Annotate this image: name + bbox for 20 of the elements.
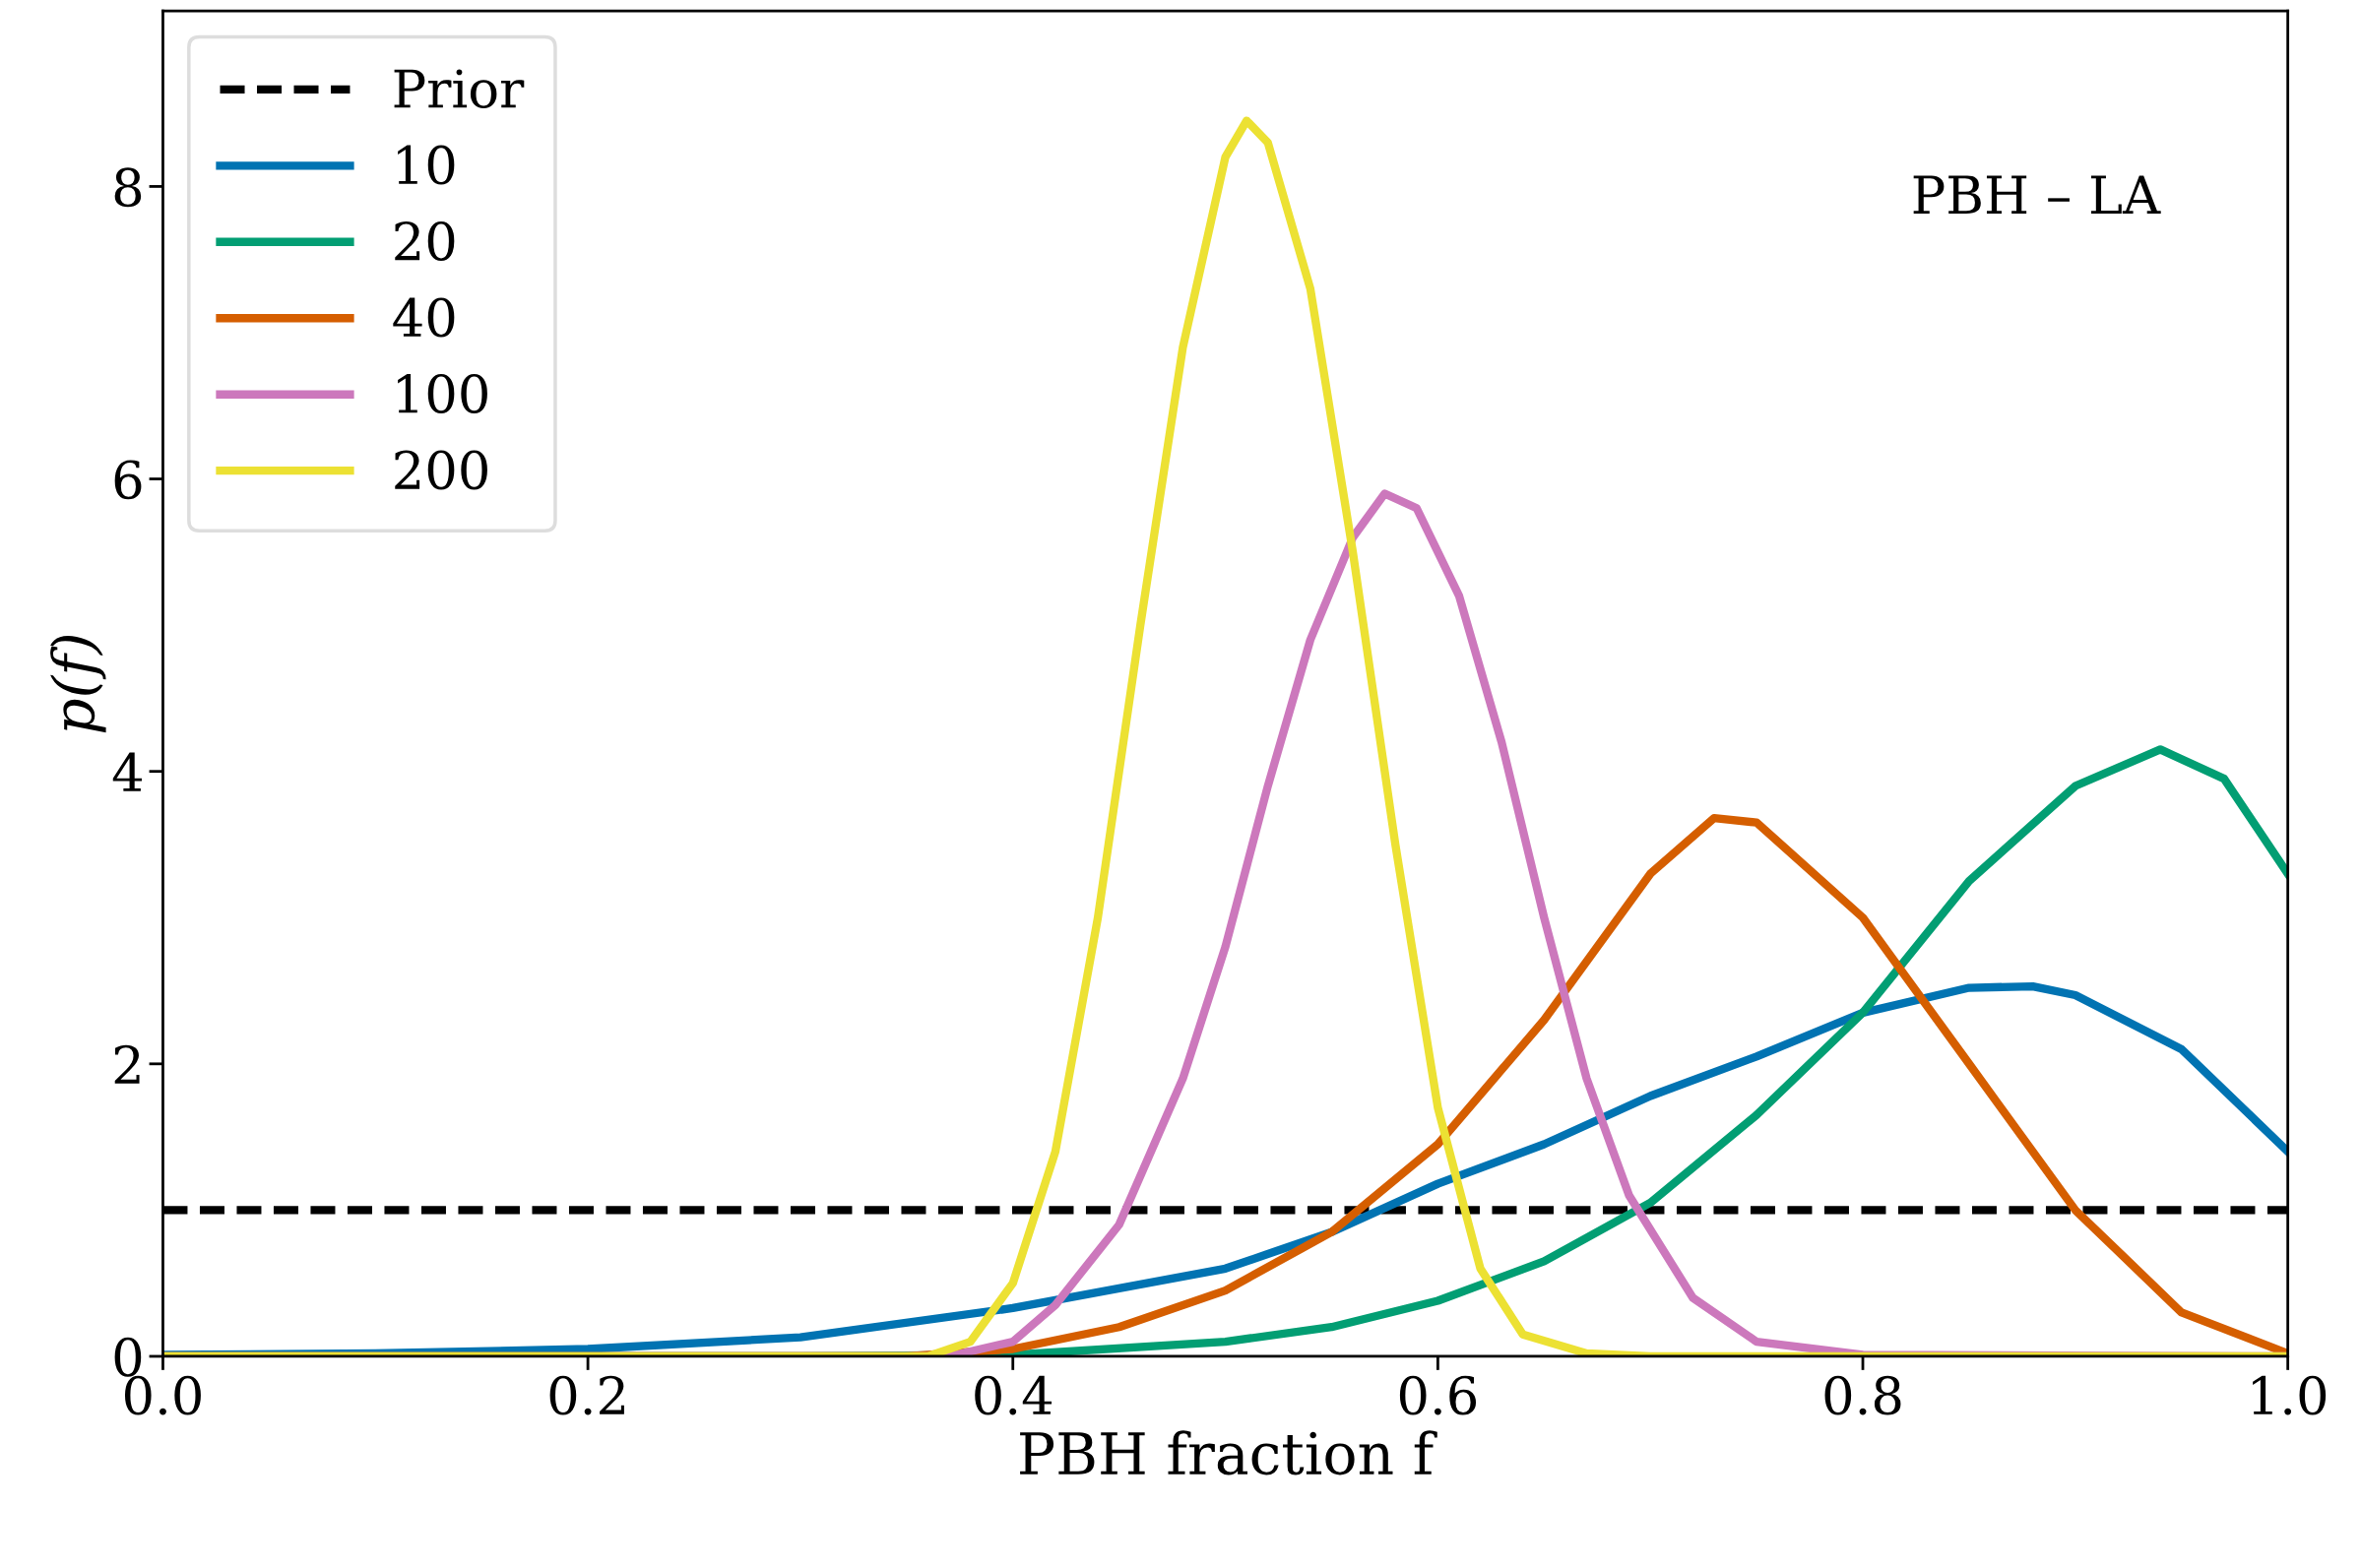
legend-label: 200 (395, 450, 487, 490)
x-tick-label: 0.8 (1824, 1375, 1901, 1415)
y-tick-label: 8 (114, 167, 142, 208)
x-tick-label: 0.2 (549, 1375, 624, 1415)
legend-label: 20 (395, 221, 455, 261)
legend-label: 10 (398, 145, 455, 185)
y-axis-title: p(f) (50, 635, 106, 733)
legend-label: Prior (394, 69, 525, 109)
y-tick-label: 6 (114, 460, 142, 500)
legend-label: 100 (398, 374, 487, 413)
x-tick-label: 0.6 (1399, 1375, 1477, 1415)
y-tick-label: 4 (112, 752, 143, 791)
y-tick-label: 2 (114, 1044, 140, 1084)
annotation: PBH – LA (1913, 175, 2161, 215)
x-tick-label: 0.0 (124, 1375, 201, 1415)
x-tick-label: 1.0 (2253, 1375, 2327, 1415)
x-tick-label: 0.4 (975, 1375, 1053, 1415)
y-tick-label: 0 (114, 1337, 142, 1377)
x-axis-title: PBH fraction f (1020, 1430, 1437, 1475)
legend-label: 40 (393, 297, 455, 338)
